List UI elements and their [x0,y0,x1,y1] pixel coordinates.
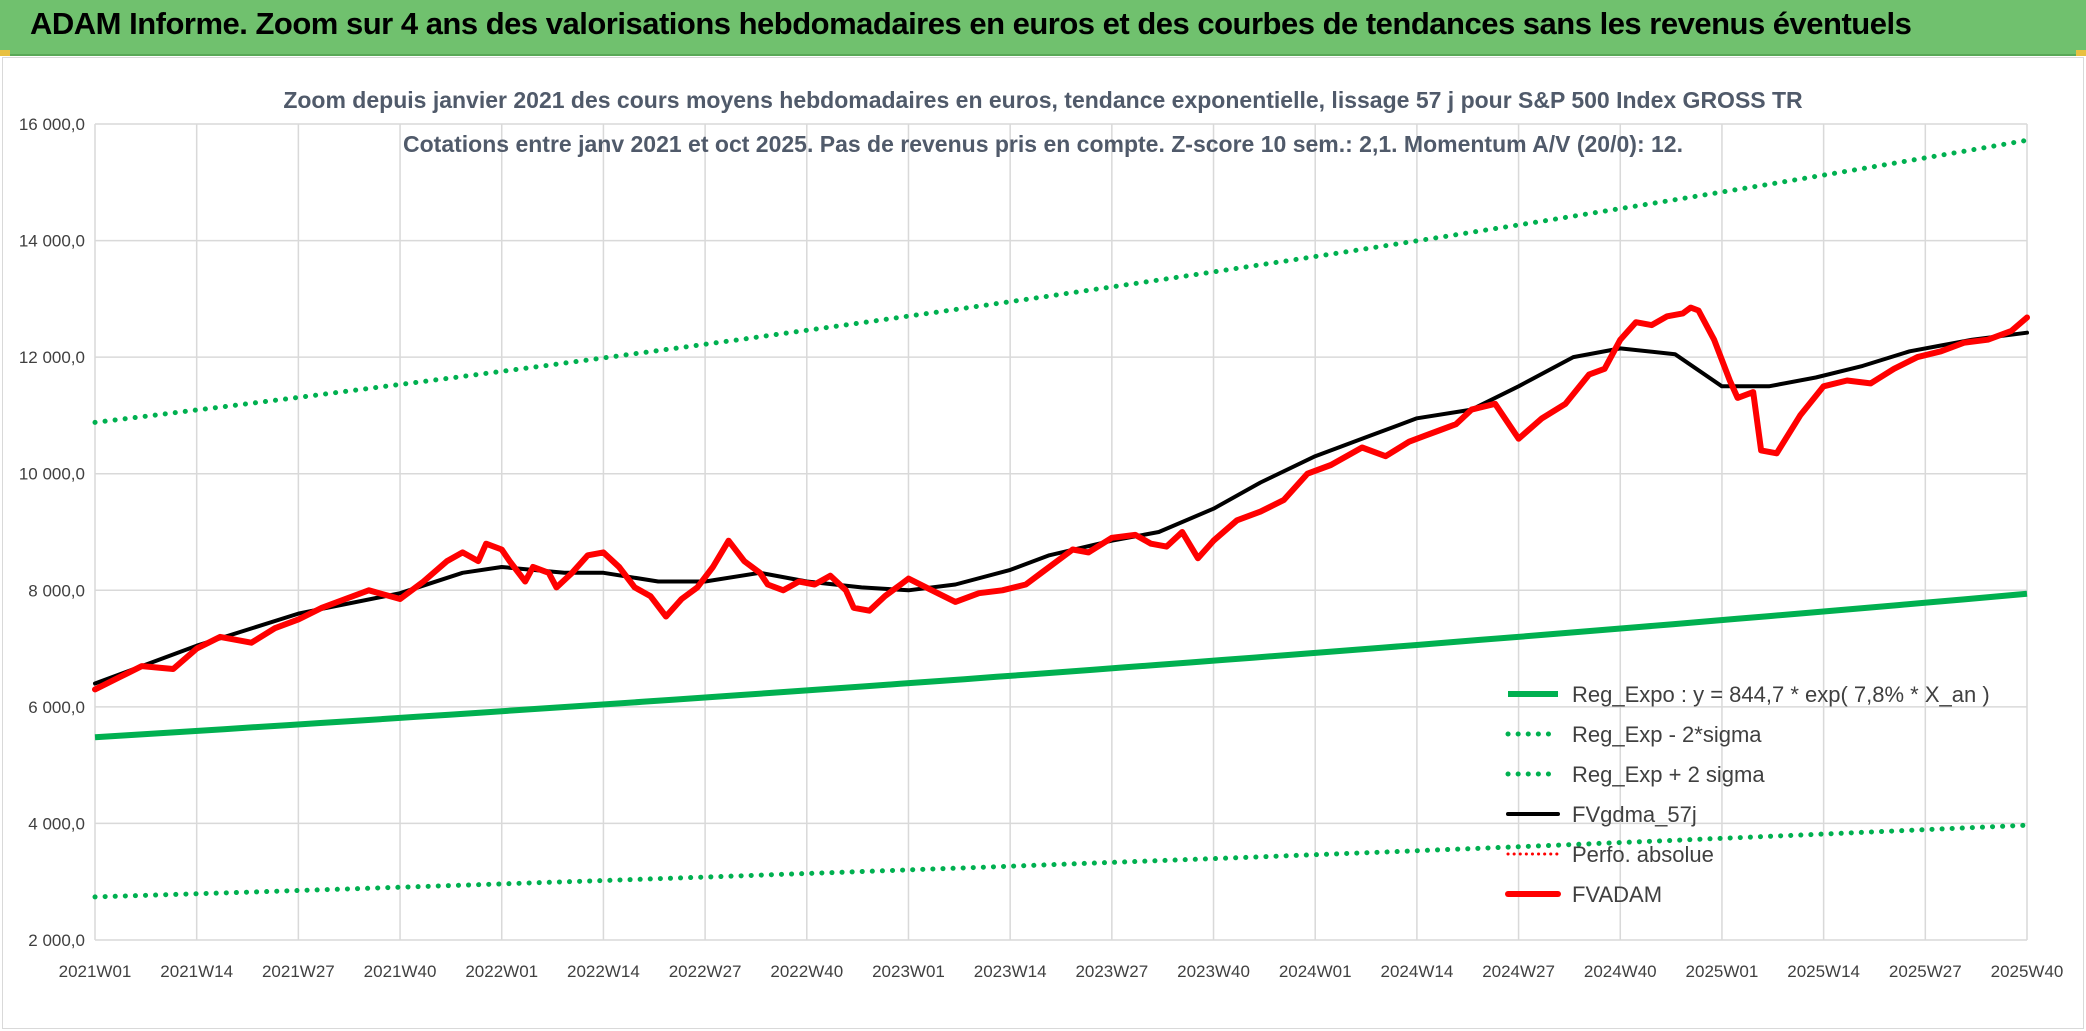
x-tick-label: 2024W01 [1279,962,1352,981]
y-tick-label: 8 000,0 [28,581,85,600]
x-tick-label: 2024W27 [1482,962,1555,981]
legend-label: Perfo. absolue [1572,842,1714,867]
x-tick-label: 2022W40 [770,962,843,981]
gridlines [94,123,2028,941]
y-tick-label: 16 000,0 [19,115,85,134]
corner-marker-left [0,50,10,56]
banner: ADAM Informe. Zoom sur 4 ans des valoris… [0,0,2086,56]
reg-exp-minus-2sigma-line [92,822,2030,900]
legend-entry-perfo: Perfo. absolue [1506,842,1714,867]
legend-entry-fvadam: FVADAM [1505,882,1662,907]
x-tick-label: 2023W27 [1075,962,1148,981]
x-tick-label: 2023W40 [1177,962,1250,981]
x-tick-label: 2025W40 [1991,962,2064,981]
corner-marker-right [2076,50,2086,56]
x-tick-label: 2025W01 [1686,962,1759,981]
legend-label: FVADAM [1572,882,1662,907]
series-group [92,137,2030,900]
x-tick-label: 2021W14 [160,962,233,981]
y-tick-label: 4 000,0 [28,814,85,833]
chart-title: Zoom depuis janvier 2021 des cours moyen… [283,87,1803,113]
y-tick-label: 2 000,0 [28,931,85,950]
x-axis: 2021W01 2021W14 2021W27 2021W40 2022W01 2022W… [59,962,2064,981]
x-tick-label: 2022W01 [465,962,538,981]
reg-exp-plus-2sigma-line [92,137,2030,425]
legend-entry-fvgdma: FVgdma_57j [1506,802,1697,827]
legend-label: Reg_Exp + 2 sigma [1572,762,1765,787]
x-tick-label: 2021W01 [59,962,132,981]
x-tick-label: 2022W27 [669,962,742,981]
legend: Reg_Expo : y = 844,7 * exp( 7,8% * X_an … [1505,682,1990,907]
banner-title: ADAM Informe. Zoom sur 4 ans des valoris… [30,6,1912,41]
reg-expo-line [94,590,2028,741]
x-tick-label: 2024W40 [1584,962,1657,981]
x-tick-label: 2025W27 [1889,962,1962,981]
chart-subtitle: Cotations entre janv 2021 et oct 2025. P… [403,131,1683,157]
legend-entry-reg-exp-plus: Reg_Exp + 2 sigma [1505,762,1765,787]
y-tick-label: 10 000,0 [19,465,85,484]
legend-label: Reg_Expo : y = 844,7 * exp( 7,8% * X_an … [1572,682,1990,707]
x-tick-label: 2023W01 [872,962,945,981]
x-tick-label: 2025W14 [1787,962,1860,981]
fvadam-line [92,304,2030,693]
legend-entry-reg-exp-minus: Reg_Exp - 2*sigma [1505,722,1762,747]
x-tick-label: 2024W14 [1381,962,1454,981]
chart-frame [2,57,2084,1029]
x-tick-label: 2022W14 [567,962,640,981]
y-axis: 2 000,0 4 000,0 6 000,0 8 000,0 10 000,0 12 0… [19,115,85,950]
x-tick-label: 2021W27 [262,962,335,981]
legend-label: Reg_Exp - 2*sigma [1572,722,1762,747]
legend-label: FVgdma_57j [1572,802,1697,827]
y-tick-label: 12 000,0 [19,348,85,367]
y-tick-label: 6 000,0 [28,698,85,717]
x-tick-label: 2021W40 [364,962,437,981]
x-tick-label: 2023W14 [974,962,1047,981]
y-tick-label: 14 000,0 [19,232,85,251]
legend-entry-reg-expo: Reg_Expo : y = 844,7 * exp( 7,8% * X_an … [1508,682,1990,707]
